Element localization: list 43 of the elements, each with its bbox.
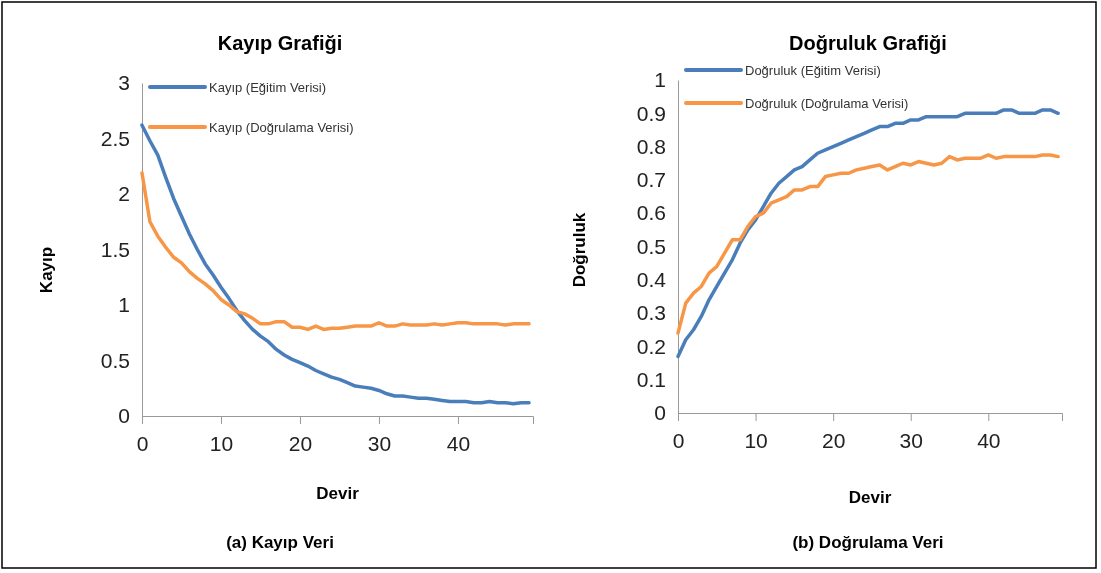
x-tick-label: 0: [136, 431, 149, 455]
y-tick-label: 1: [654, 68, 666, 92]
y-tick-label: 0: [654, 401, 666, 425]
x-tick-label: 20: [821, 428, 846, 452]
y-tick-label: 0.2: [636, 334, 666, 358]
y-tick-label: 0: [118, 404, 130, 428]
x-tick-label: 10: [744, 428, 768, 452]
text: (a) Kayıp Veri: [226, 533, 334, 552]
y-tick-label: 0.6: [636, 201, 666, 225]
y-tick-label: 2.5: [100, 126, 130, 150]
x-tick-label: 40: [446, 431, 471, 455]
y-tick-label: 2: [118, 182, 130, 206]
y-tick-label: 0.3: [636, 301, 666, 325]
line-series: [140, 171, 531, 332]
x-tick-label: 30: [367, 431, 392, 455]
x-tick-label: 20: [288, 431, 313, 455]
chart-title: Doğruluk Grafiği: [789, 32, 947, 54]
x-tick-label: 10: [209, 431, 234, 455]
x-tick-label: 0: [672, 428, 685, 452]
y-tick-label: 0.5: [636, 234, 666, 258]
legend-label: Kayıp (Doğrulama Verisi): [209, 120, 354, 135]
y-tick-label: 0.4: [636, 268, 667, 292]
legend-label: Kayıp (Eğitim Verisi): [209, 80, 327, 95]
y-tick-label: 1.5: [100, 237, 130, 261]
y-axis-title: Kayıp: [37, 246, 56, 294]
x-tick-label: 40: [977, 428, 1001, 452]
line-series: [140, 123, 531, 406]
legend-label: Doğruluk (Doğrulama Verisi): [745, 96, 909, 111]
y-tick-label: 0.8: [636, 134, 666, 158]
x-axis-title: Devir: [848, 488, 892, 507]
y-tick-label: 0.1: [636, 367, 666, 391]
line-series: [676, 153, 1060, 335]
text: (b) Doğrulama Veri: [792, 533, 944, 552]
y-tick-label: 0.7: [636, 168, 666, 192]
x-axis-title: Devir: [316, 484, 360, 503]
y-axis-title: Doğruluk: [570, 212, 589, 288]
y-tick-label: 0.5: [100, 348, 130, 372]
x-tick-label: 30: [899, 428, 923, 452]
legend-label: Doğruluk (Eğitim Verisi): [745, 63, 881, 78]
chart-title: Kayıp Grafiği: [217, 32, 343, 54]
y-tick-label: 3: [118, 71, 130, 95]
y-tick-label: 0.9: [636, 101, 666, 125]
y-tick-label: 1: [118, 293, 130, 317]
